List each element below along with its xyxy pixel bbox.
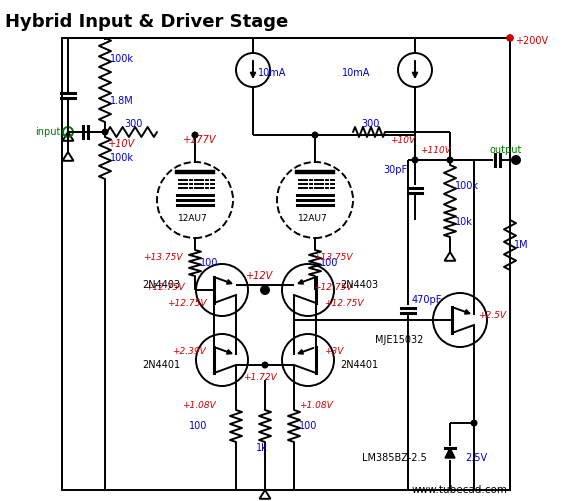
Text: +177V: +177V bbox=[183, 135, 217, 145]
Text: +10V: +10V bbox=[108, 139, 135, 149]
Circle shape bbox=[507, 35, 513, 41]
Text: 100: 100 bbox=[320, 258, 338, 268]
Text: 300: 300 bbox=[361, 119, 379, 129]
Text: 1k: 1k bbox=[256, 443, 268, 453]
Text: 2N4401: 2N4401 bbox=[142, 360, 180, 370]
Text: 470pF: 470pF bbox=[412, 295, 442, 305]
Text: 2N4401: 2N4401 bbox=[340, 360, 378, 370]
Text: +13.75V: +13.75V bbox=[313, 254, 353, 263]
Text: +2.5V: +2.5V bbox=[478, 311, 506, 320]
Polygon shape bbox=[445, 448, 455, 458]
Circle shape bbox=[447, 157, 453, 163]
Text: 12AU7: 12AU7 bbox=[178, 213, 208, 222]
Text: +12.75V: +12.75V bbox=[145, 284, 184, 293]
Text: 12AU7: 12AU7 bbox=[298, 213, 328, 222]
Text: 10mA: 10mA bbox=[342, 68, 370, 78]
Circle shape bbox=[262, 287, 268, 293]
Text: +2.39V: +2.39V bbox=[172, 348, 206, 357]
Text: +12.75V: +12.75V bbox=[167, 300, 206, 309]
Text: input: input bbox=[35, 127, 60, 137]
Text: +12V: +12V bbox=[246, 271, 273, 281]
Text: 100k: 100k bbox=[455, 181, 479, 191]
Text: 10mA: 10mA bbox=[258, 68, 286, 78]
Text: +200V: +200V bbox=[515, 36, 548, 46]
Text: www.tubecad.com: www.tubecad.com bbox=[412, 485, 508, 495]
Text: 100: 100 bbox=[188, 421, 207, 431]
Text: MJE15032: MJE15032 bbox=[375, 335, 423, 345]
Text: Hybrid Input & Driver Stage: Hybrid Input & Driver Stage bbox=[5, 13, 288, 31]
Text: 30pF: 30pF bbox=[383, 165, 407, 175]
Text: 2.5V: 2.5V bbox=[465, 453, 487, 463]
Circle shape bbox=[513, 157, 519, 163]
Text: 100: 100 bbox=[200, 258, 218, 268]
Text: output: output bbox=[490, 145, 523, 155]
Circle shape bbox=[102, 129, 108, 135]
Text: LM385BZ-2.5: LM385BZ-2.5 bbox=[362, 453, 427, 463]
Text: +12.75V: +12.75V bbox=[313, 284, 353, 293]
Text: 300: 300 bbox=[124, 119, 142, 129]
Text: +110V: +110V bbox=[420, 145, 451, 154]
Text: 1.8M: 1.8M bbox=[110, 96, 134, 106]
Text: +1.72V: +1.72V bbox=[243, 374, 277, 382]
Text: 2N4403: 2N4403 bbox=[142, 280, 180, 290]
Text: 2N4403: 2N4403 bbox=[340, 280, 378, 290]
Circle shape bbox=[192, 132, 198, 138]
Circle shape bbox=[507, 35, 513, 41]
Text: +10V: +10V bbox=[390, 135, 415, 144]
Text: +3V: +3V bbox=[324, 348, 343, 357]
Text: +12.75V: +12.75V bbox=[324, 300, 364, 309]
Text: 100: 100 bbox=[299, 421, 317, 431]
Bar bbox=[62, 38, 510, 490]
Text: 100k: 100k bbox=[110, 54, 134, 64]
Text: +1.08V: +1.08V bbox=[299, 400, 333, 409]
Circle shape bbox=[262, 362, 268, 368]
Text: +1.08V: +1.08V bbox=[182, 400, 216, 409]
Text: +13.75V: +13.75V bbox=[143, 254, 183, 263]
Text: 1M: 1M bbox=[514, 240, 529, 250]
Circle shape bbox=[471, 420, 477, 426]
Text: 10k: 10k bbox=[455, 217, 473, 227]
Circle shape bbox=[312, 132, 318, 138]
Circle shape bbox=[412, 157, 418, 163]
Text: 100k: 100k bbox=[110, 153, 134, 163]
